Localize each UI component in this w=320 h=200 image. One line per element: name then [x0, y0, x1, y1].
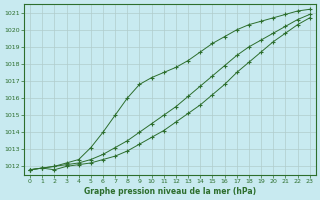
X-axis label: Graphe pression niveau de la mer (hPa): Graphe pression niveau de la mer (hPa) [84, 187, 256, 196]
